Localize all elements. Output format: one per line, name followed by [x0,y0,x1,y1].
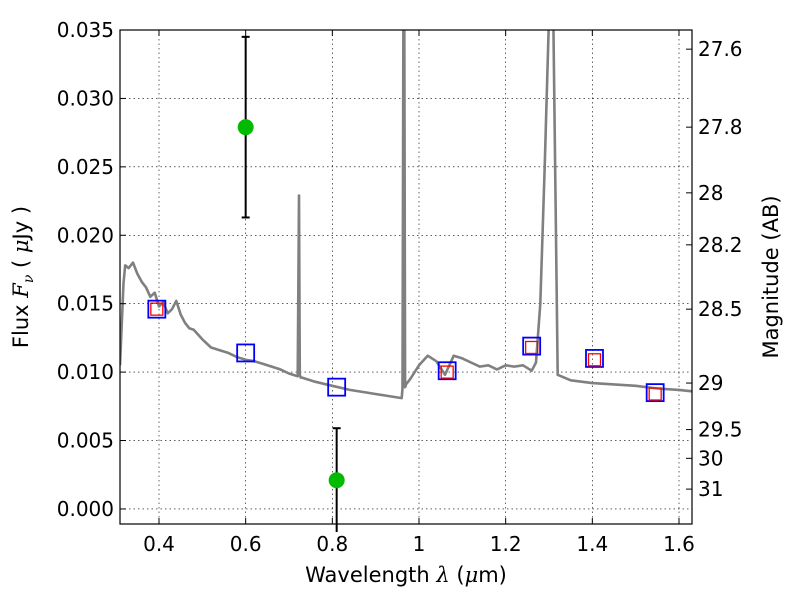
x-tick-label: 0.8 [316,532,348,556]
model-point-red-square [587,353,602,367]
x-tick-label: 1 [413,532,426,556]
model-point-blue-square [236,343,256,363]
y-tick-label: 0.025 [57,155,114,179]
model-point-blue-square [437,361,457,381]
y2-tick-label: 30 [698,446,723,470]
x-tick-label: 1.4 [576,532,608,556]
x-tick-label: 0.6 [230,532,262,556]
model-point-blue-square [327,377,347,397]
y-tick-label: 0.000 [57,497,114,521]
y-tick-label: 0.020 [57,223,114,247]
y2-tick-label: 28.2 [698,233,743,257]
x-tick-label: 1.6 [663,532,695,556]
x-axis-title: Wavelength λ (μm) [305,563,507,587]
series-layer [120,30,692,400]
y-tick-label: 0.030 [57,86,114,110]
model-point-blue-square [522,336,542,356]
model-point-red-square [150,302,164,316]
y2-axis-title: Magnitude (AB) [759,195,783,358]
y-axis-title: Flux Fν ( μJy ) [9,206,37,348]
marker-layer [147,35,665,532]
y2-tick-label: 29 [698,371,723,395]
x-tick-label: 1.2 [490,532,522,556]
y2-tick-label: 28 [698,181,723,205]
y2-tick-label: 27.6 [698,37,743,61]
y2-tick-label: 31 [698,477,723,501]
observed-point [328,472,345,489]
y-tick-label: 0.010 [57,360,114,384]
y2-tick-label: 28.5 [698,297,743,321]
x-tick-label: 0.4 [143,532,175,556]
y-tick-label: 0.005 [57,429,114,453]
tick-layer: 0.4 0.6 0.8 1 1.2 1.4 1.6 0.000 0.005 0.010 0.015 0… [57,18,743,556]
y2-tick-label: 29.5 [698,418,743,442]
model-point-blue-square [147,299,167,319]
model-point-red-square [440,365,454,379]
sed-line [120,30,692,400]
observed-point [237,119,254,136]
model-point-red-square [525,340,539,355]
plot-frame [119,29,693,525]
model-point-blue-square [645,383,665,403]
y-tick-label: 0.035 [57,18,114,42]
y2-tick-label: 27.8 [698,115,743,139]
model-point-blue-square [585,349,604,368]
model-point-red-square [648,387,662,401]
grid-layer [120,29,692,524]
y-tick-label: 0.015 [57,292,114,316]
